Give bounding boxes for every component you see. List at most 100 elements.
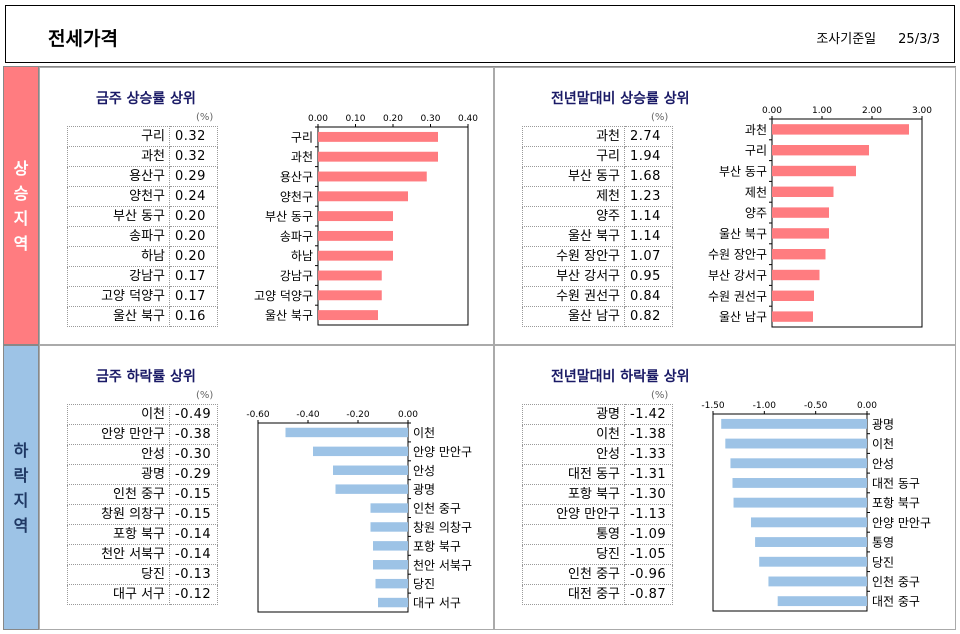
category-label: 울산 남구 — [719, 310, 767, 324]
x-tick-label: -0.60 — [246, 410, 270, 420]
category-label: 과천 — [745, 122, 767, 137]
panel-title: 금주 상승률 상위 — [96, 91, 196, 107]
bar — [318, 250, 393, 261]
panel-title: 금주 하락률 상위 — [96, 369, 196, 385]
category-label: 포항 북구 — [413, 539, 461, 553]
change-rate: 0.29 — [169, 166, 218, 187]
x-tick-label: -1.50 — [701, 401, 725, 411]
bar — [318, 310, 378, 321]
change-rate: 0.17 — [169, 266, 218, 287]
bar — [318, 211, 393, 222]
table-row: 창원 의창구 -0.15 — [67, 504, 218, 525]
rising-regions-band: 상 승 지 역 — [3, 66, 39, 345]
table-row: 당진 -0.13 — [67, 564, 218, 585]
bar — [318, 230, 393, 241]
survey-date-value: 25/3/3 — [898, 32, 940, 47]
survey-date-label: 조사기준일 — [816, 32, 877, 47]
category-label: 송파구 — [280, 229, 313, 243]
table-row: 인천 중구 -0.96 — [522, 564, 673, 585]
x-tick-label: -0.40 — [296, 410, 320, 420]
ranking-table: 구리 0.32 과천 0.32 용산구 0.29 양천구 0.24 부산 동구 0.20 송파구 0.… — [67, 126, 218, 327]
region-name: 포항 북구 — [67, 524, 170, 545]
region-name: 당진 — [522, 544, 625, 565]
category-label: 인천 중구 — [872, 574, 920, 589]
region-name: 부산 동구 — [67, 206, 170, 227]
category-label: 안성 — [872, 457, 894, 471]
change-rate: -0.38 — [169, 424, 218, 445]
unit-label: (%) — [196, 112, 214, 123]
x-tick-label: 3.00 — [912, 106, 932, 116]
x-tick-label: -1.00 — [753, 401, 777, 411]
category-label: 구리 — [291, 130, 313, 144]
category-label: 천안 서북구 — [413, 557, 472, 572]
table-row: 대구 서구 -0.12 — [67, 584, 218, 605]
bar — [777, 596, 867, 607]
category-label: 당진 — [413, 577, 435, 591]
survey-date: 조사기준일 25/3/3 — [794, 28, 940, 47]
bar — [759, 556, 867, 567]
table-row: 구리 0.32 — [67, 126, 218, 147]
unit-label: (%) — [651, 112, 669, 123]
category-label: 대전 동구 — [872, 476, 920, 490]
category-label: 통영 — [872, 536, 894, 550]
panel-ytd-rise: 전년말대비 상승률 상위 (%) 과천 2.74 구리 1.94 부산 동구 1.68 제천 1.… — [494, 67, 956, 345]
category-label: 강남구 — [280, 269, 313, 283]
category-label: 이천 — [872, 436, 894, 451]
category-label: 고양 덕양구 — [254, 289, 313, 303]
change-rate: 0.82 — [624, 306, 673, 327]
category-label: 울산 북구 — [265, 309, 313, 323]
x-tick-label: 0.40 — [458, 114, 478, 124]
change-rate: 0.20 — [169, 206, 218, 227]
change-rate: -0.96 — [624, 564, 673, 585]
bar — [370, 522, 408, 532]
category-label: 부산 동구 — [719, 165, 767, 179]
table-row: 당진 -1.05 — [522, 544, 673, 565]
table-row: 대전 중구 -0.87 — [522, 584, 673, 605]
ranking-table: 광명 -1.42 이천 -1.38 안성 -1.33 대전 동구 -1.31 포항 북구 -1.3… — [522, 404, 673, 605]
bar — [772, 311, 813, 322]
change-rate: -1.05 — [624, 544, 673, 565]
table-row: 천안 서북구 -0.14 — [67, 544, 218, 565]
bar — [378, 597, 408, 608]
bar — [755, 537, 867, 547]
region-name: 창원 의창구 — [67, 504, 170, 525]
table-row: 강남구 0.17 — [67, 266, 218, 287]
table-row: 포항 북구 -0.14 — [67, 524, 218, 545]
table-row: 양천구 0.24 — [67, 186, 218, 207]
table-row: 울산 북구 0.16 — [67, 306, 218, 327]
table-row: 양주 1.14 — [522, 206, 673, 227]
bar — [318, 191, 408, 202]
table-row: 안양 만안구 -0.38 — [67, 424, 218, 445]
band-char: 지 — [13, 490, 29, 510]
bar — [333, 465, 408, 475]
bar — [721, 418, 867, 429]
change-rate: 1.07 — [624, 246, 673, 267]
x-tick-label: 0.30 — [420, 114, 440, 124]
category-label: 수원 권선구 — [708, 289, 767, 303]
band-char: 락 — [13, 465, 29, 485]
category-label: 하남 — [291, 249, 313, 263]
x-tick-label: 0.00 — [857, 401, 877, 411]
bar — [370, 503, 408, 513]
bar — [772, 249, 826, 260]
category-label: 양주 — [745, 206, 767, 220]
region-name: 대전 중구 — [522, 584, 625, 605]
bar — [772, 165, 856, 177]
band-char: 하 — [13, 440, 29, 460]
bar — [373, 541, 408, 551]
x-tick-label: 0.00 — [308, 114, 328, 124]
band-char: 역 — [13, 233, 29, 253]
panel-title: 전년말대비 하락률 상위 — [551, 369, 690, 385]
unit-label: (%) — [196, 390, 214, 401]
bar — [772, 290, 814, 301]
bar — [725, 438, 867, 449]
category-label: 대전 중구 — [872, 595, 920, 609]
category-label: 제천 — [745, 184, 767, 199]
category-label: 포항 북구 — [872, 496, 920, 510]
change-rate: -1.38 — [624, 424, 673, 445]
ranking-table: 과천 2.74 구리 1.94 부산 동구 1.68 제천 1.23 양주 1.14 울산 북구 1.… — [522, 126, 673, 327]
panel-weekly-rise: 금주 상승률 상위 (%) 구리 0.32 과천 0.32 용산구 0.29 양천구 0.24 부산… — [39, 67, 494, 345]
